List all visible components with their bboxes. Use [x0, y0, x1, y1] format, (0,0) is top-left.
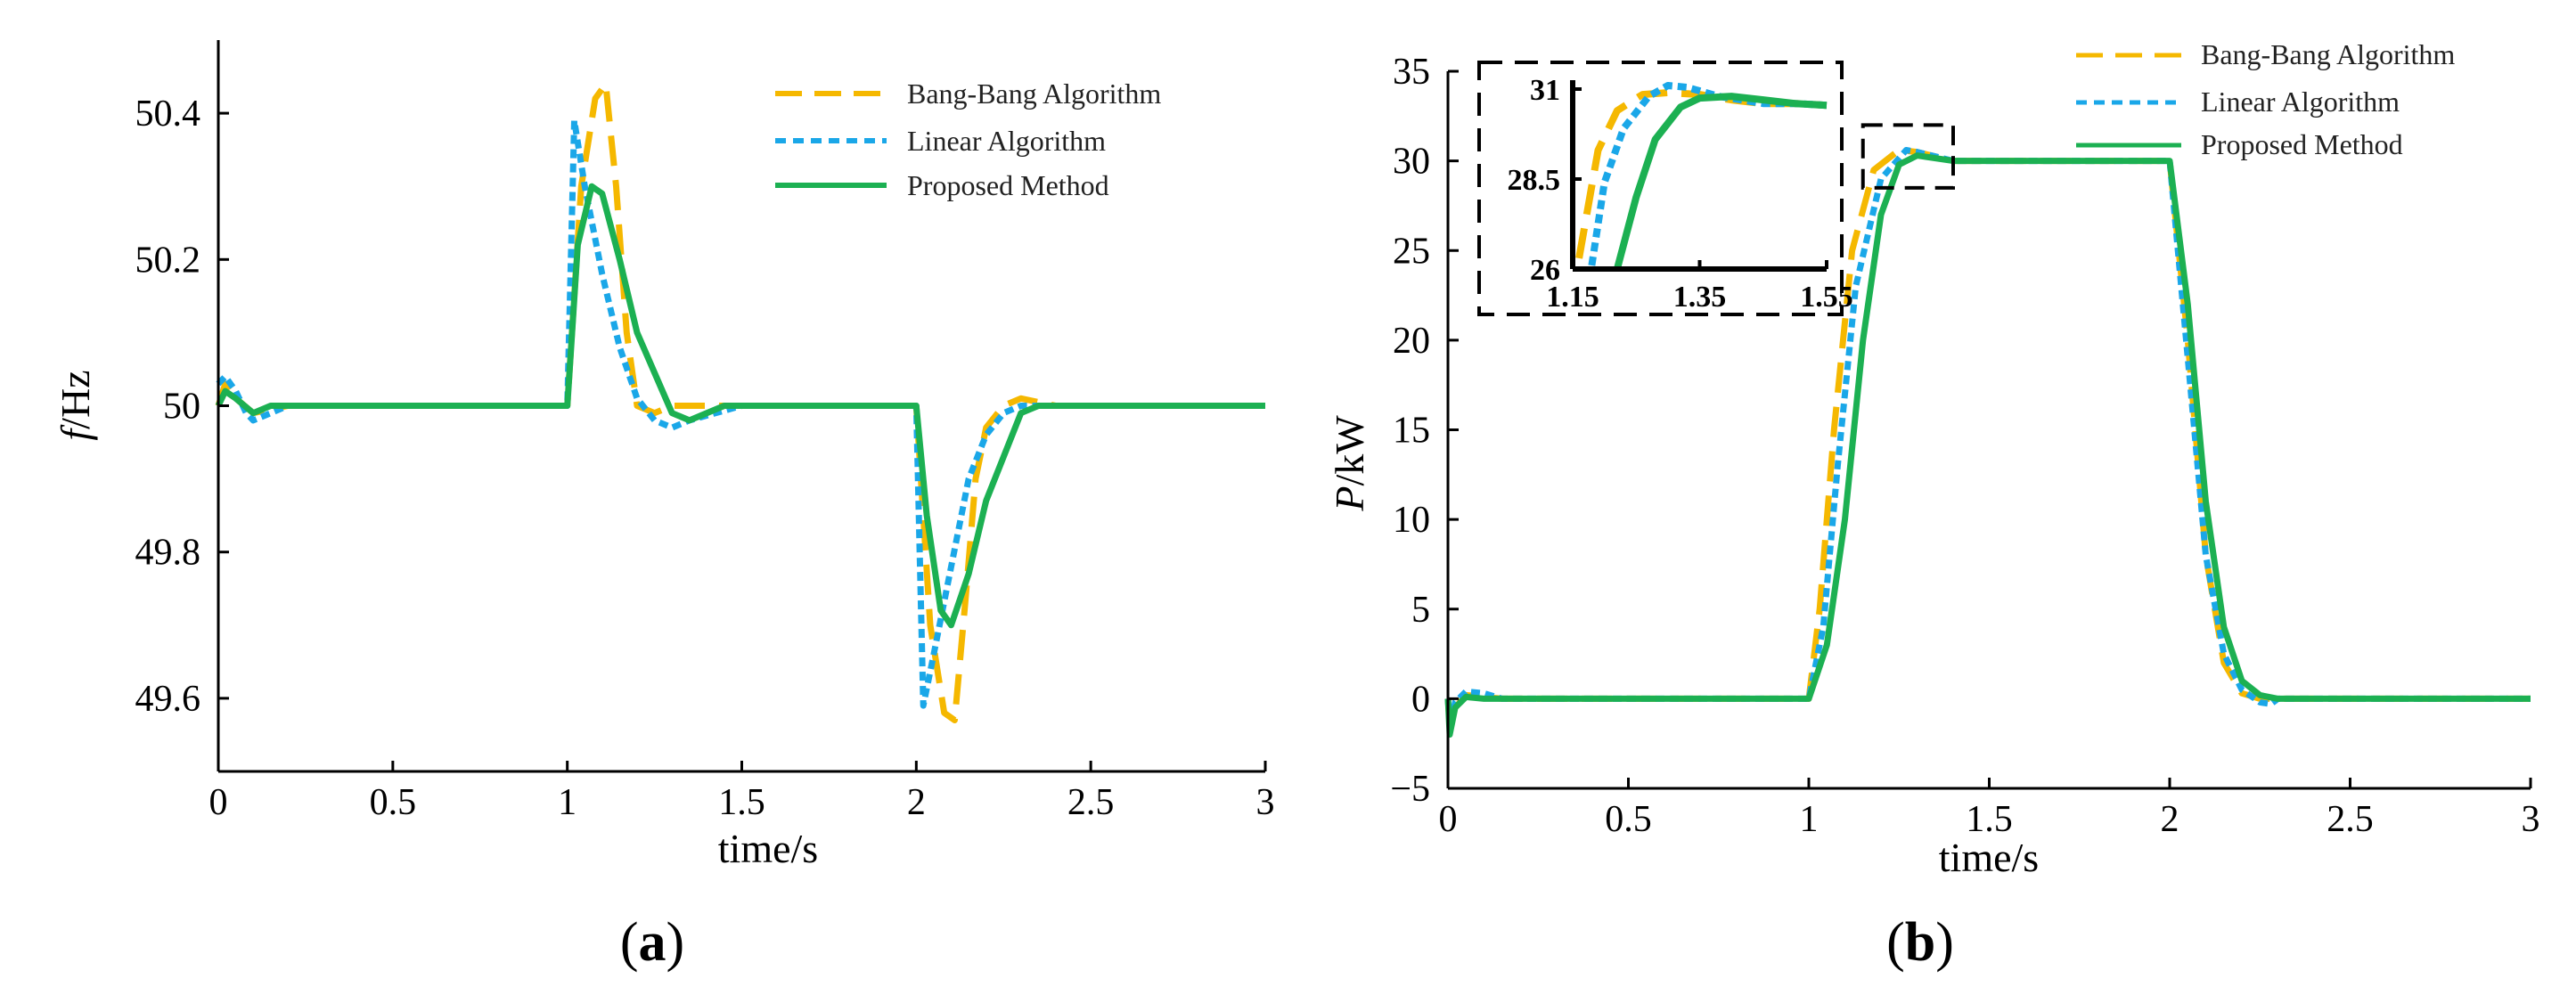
panel-a-x-tick-label: 1.5 — [718, 782, 765, 823]
panel-a-x-tick-label: 0.5 — [370, 782, 417, 823]
panel-b-x-tick-label: 0.5 — [1605, 799, 1652, 840]
panel-a-x-label: time/s — [718, 826, 818, 871]
inset-ticks: 1.15 1.35 1.55 26 28.5 31 — [1508, 74, 1853, 314]
panel-b-y-tick-label: −5 — [1390, 769, 1430, 810]
inset-x-tick-label: 1.35 — [1673, 281, 1727, 314]
inset-y-tick-label: 31 — [1530, 74, 1560, 107]
inset-x-tick-label: 1.15 — [1546, 281, 1599, 314]
panel-a-y-tick-label: 50.2 — [135, 240, 201, 281]
inset-x-tick-label: 1.55 — [1800, 281, 1853, 314]
zoom-region-box — [1860, 123, 1955, 190]
legend-b-proposed-label: Proposed Method — [2201, 128, 2403, 160]
inset-series — [1575, 82, 1828, 271]
panel-b-y-tick-label: 30 — [1393, 142, 1430, 183]
panel-a-series-proposed-method — [215, 183, 1265, 629]
panel-a-caption: (a) — [620, 912, 684, 973]
panel-b-x-label: time/s — [1939, 835, 2039, 880]
inset-y-tick-label: 28.5 — [1508, 164, 1561, 197]
zoom-inset: 1.15 1.35 1.55 26 28.5 31 — [1477, 61, 1853, 316]
panel-a-series-linear-algorithm — [216, 117, 1265, 709]
panel-b-y-tick-label: 20 — [1393, 321, 1430, 362]
legend-b-linear-label: Linear Algorithm — [2201, 86, 2400, 118]
panel-a-legend: Bang-Bang Algorithm Linear Algorithm Pro… — [775, 77, 1161, 201]
panel-a-y-tick-label: 50.4 — [135, 94, 201, 135]
panel-b-caption: (b) — [1886, 912, 1954, 973]
panel-b-y-tick-label: 15 — [1393, 411, 1430, 452]
inset-series-proposed-method — [1614, 93, 1828, 271]
panel-b-y-label: P/kW — [1327, 415, 1372, 512]
panel-b-x-tick-label: 2.5 — [2327, 799, 2374, 840]
panel-a-x-tick-label: 1 — [558, 782, 577, 823]
panel-b-y-tick-label: 35 — [1393, 52, 1430, 93]
legend-a-linear-label: Linear Algorithm — [907, 125, 1106, 157]
legend-a-bang-label: Bang-Bang Algorithm — [907, 77, 1161, 110]
legend-a-proposed-label: Proposed Method — [907, 169, 1109, 201]
panel-b-y-tick-label: 5 — [1411, 590, 1430, 631]
panel-b-y-tick-label: 10 — [1393, 500, 1430, 541]
panel-b-x-tick-label: 0 — [1439, 799, 1458, 840]
panel-b-x-tick-label: 1.5 — [1966, 799, 2013, 840]
panel-a-x-tick-label: 0 — [209, 782, 228, 823]
panel-a-series — [215, 80, 1265, 723]
panel-b-x-tick-label: 2 — [2161, 799, 2179, 840]
inset-y-tick-label: 26 — [1530, 254, 1560, 287]
panel-a-y-label: f/Hz — [53, 370, 98, 440]
panel-a-x-tick-label: 2 — [907, 782, 926, 823]
panel-b-series — [1444, 147, 2531, 738]
panel-b-x-tick-label: 1 — [1800, 799, 1819, 840]
panel-a-ticks: 0 0.5 1 1.5 2 2.5 3 49.6 49.8 50 50.2 50.4 — [135, 94, 1275, 823]
panel-a-x-tick-label: 3 — [1256, 782, 1275, 823]
panel-b-x-tick-label: 3 — [2522, 799, 2540, 840]
panel-b-series-linear-algorithm — [1444, 147, 2531, 730]
panel-a-y-tick-label: 49.6 — [135, 679, 201, 720]
panel-a-y-tick-label: 50 — [163, 387, 200, 428]
panel-a-x-tick-label: 2.5 — [1067, 782, 1115, 823]
panel-b-y-tick-label: 25 — [1393, 231, 1430, 272]
panel-b-legend: Bang-Bang Algorithm Linear Algorithm Pro… — [2076, 38, 2455, 160]
chart-panel-a: 0 0.5 1 1.5 2 2.5 3 49.6 49.8 50 50.2 50.4 f/Hz tim… — [53, 40, 1275, 973]
panel-b-series-proposed-method — [1444, 152, 2531, 738]
legend-b-bang-label: Bang-Bang Algorithm — [2201, 38, 2455, 70]
panel-b-y-tick-label: 0 — [1411, 679, 1430, 720]
panel-a-y-tick-label: 49.8 — [135, 533, 201, 574]
